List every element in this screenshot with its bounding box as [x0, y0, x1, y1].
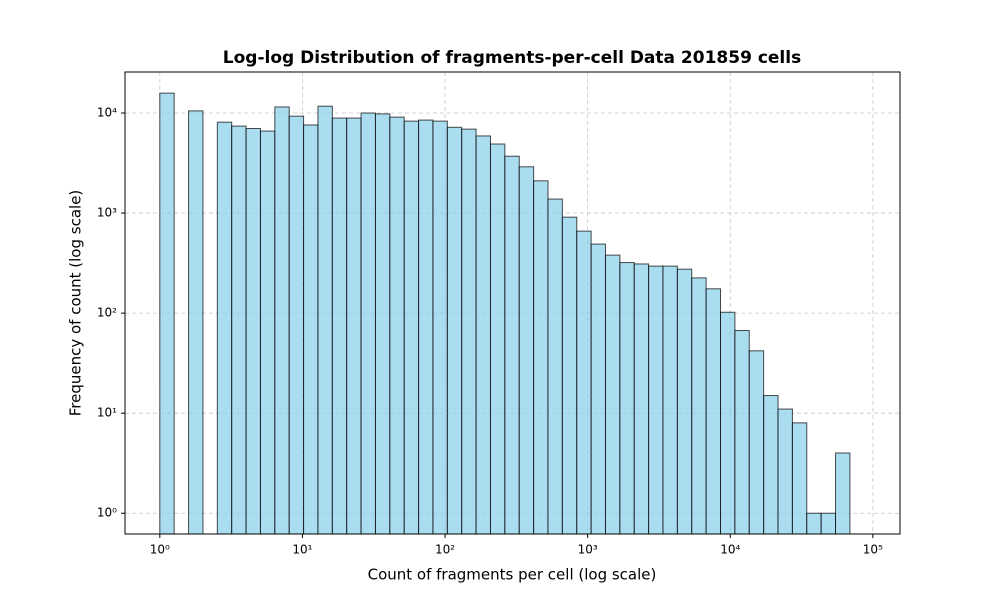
bar — [245, 128, 261, 535]
bar — [691, 277, 707, 535]
bar — [259, 130, 276, 535]
bar — [604, 254, 621, 535]
bar — [504, 155, 520, 535]
plot-frame — [124, 71, 901, 535]
bar — [619, 262, 635, 535]
y-axis-label: Frequency of count (log scale) — [67, 190, 85, 417]
bar — [446, 126, 463, 535]
bar — [216, 121, 233, 535]
bar — [547, 198, 563, 535]
bar — [820, 512, 837, 535]
bar — [748, 350, 765, 535]
bar — [389, 116, 405, 535]
x-tick-label: 10¹ — [292, 543, 312, 557]
bar — [518, 166, 535, 535]
bar — [763, 395, 779, 535]
bar — [806, 512, 822, 535]
y-tick-label: 10² — [97, 306, 117, 320]
bar — [648, 265, 664, 535]
bar — [188, 110, 204, 535]
y-tick-label: 10⁰ — [97, 506, 117, 520]
bar — [303, 124, 319, 535]
x-tick-label: 10⁰ — [150, 543, 170, 557]
bar — [374, 113, 391, 535]
chart-title: Log-log Distribution of fragments-per-ce… — [223, 48, 801, 68]
bar — [791, 422, 808, 535]
bar — [662, 265, 678, 535]
bar — [475, 135, 491, 535]
x-tick-label: 10⁴ — [720, 543, 740, 557]
x-tick-label: 10² — [435, 543, 455, 557]
bar — [274, 106, 290, 535]
bar — [676, 268, 693, 535]
bar — [633, 263, 650, 535]
y-tick-label: 10⁴ — [97, 106, 117, 120]
bar — [561, 216, 578, 535]
bar — [159, 92, 175, 535]
bar — [231, 125, 247, 535]
bar — [461, 128, 477, 535]
bar — [734, 330, 750, 535]
x-tick-label: 10⁵ — [863, 543, 883, 557]
bar — [331, 117, 348, 535]
ticks: 10⁰ 10¹ 10² 10³ 10⁴ 10⁵ 10⁰ 10¹ 10² 10³ 10⁴ — [97, 106, 883, 557]
bar — [346, 117, 362, 535]
bar — [777, 408, 793, 535]
bar — [489, 143, 506, 535]
bar — [403, 120, 420, 535]
y-tick-label: 10¹ — [97, 406, 117, 420]
bar — [418, 119, 434, 535]
bar — [360, 112, 376, 535]
bar — [432, 120, 448, 535]
bar — [317, 105, 333, 535]
bar — [288, 115, 305, 535]
y-tick-label: 10³ — [97, 206, 117, 220]
x-axis-label: Count of fragments per cell (log scale) — [368, 566, 657, 584]
x-tick-label: 10³ — [578, 543, 598, 557]
bar — [576, 230, 592, 535]
bar — [590, 243, 606, 535]
bar — [533, 180, 549, 535]
bar — [720, 311, 736, 535]
bar — [705, 288, 722, 535]
bar — [835, 452, 851, 535]
